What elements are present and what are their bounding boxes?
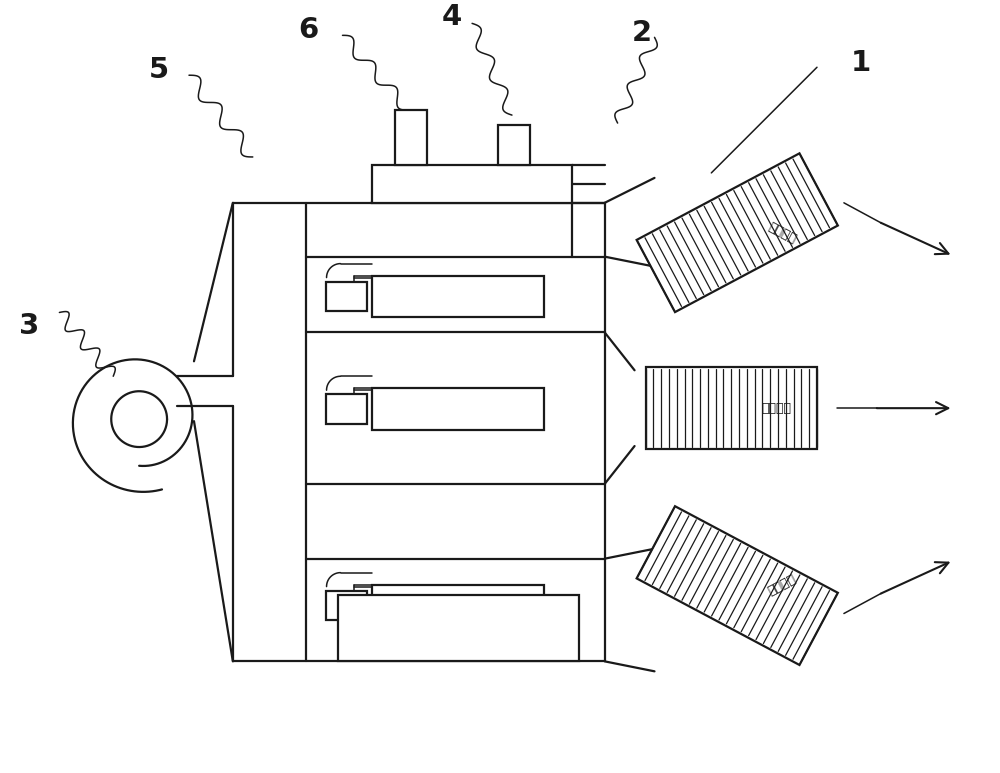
Polygon shape [646, 367, 817, 449]
Bar [326, 281, 367, 312]
Text: 燃烧火焰: 燃烧火焰 [766, 220, 798, 246]
Bar [326, 394, 367, 424]
Polygon shape [637, 153, 838, 312]
Text: 燃烧火焰: 燃烧火焰 [761, 402, 791, 414]
Text: 6: 6 [298, 16, 319, 44]
Text: 4: 4 [442, 3, 462, 32]
Bar [498, 125, 530, 165]
Bar [372, 388, 544, 430]
Bar [372, 276, 544, 318]
Text: 3: 3 [19, 312, 40, 340]
Text: 燃烧火焰: 燃烧火焰 [766, 573, 798, 598]
Bar [372, 584, 544, 626]
Bar [338, 594, 579, 662]
Text: 5: 5 [149, 56, 169, 84]
Polygon shape [637, 506, 838, 665]
Bar [395, 110, 427, 165]
Text: 2: 2 [631, 19, 652, 47]
Bar [372, 165, 572, 203]
Text: 1: 1 [851, 49, 871, 77]
Bar [326, 591, 367, 621]
